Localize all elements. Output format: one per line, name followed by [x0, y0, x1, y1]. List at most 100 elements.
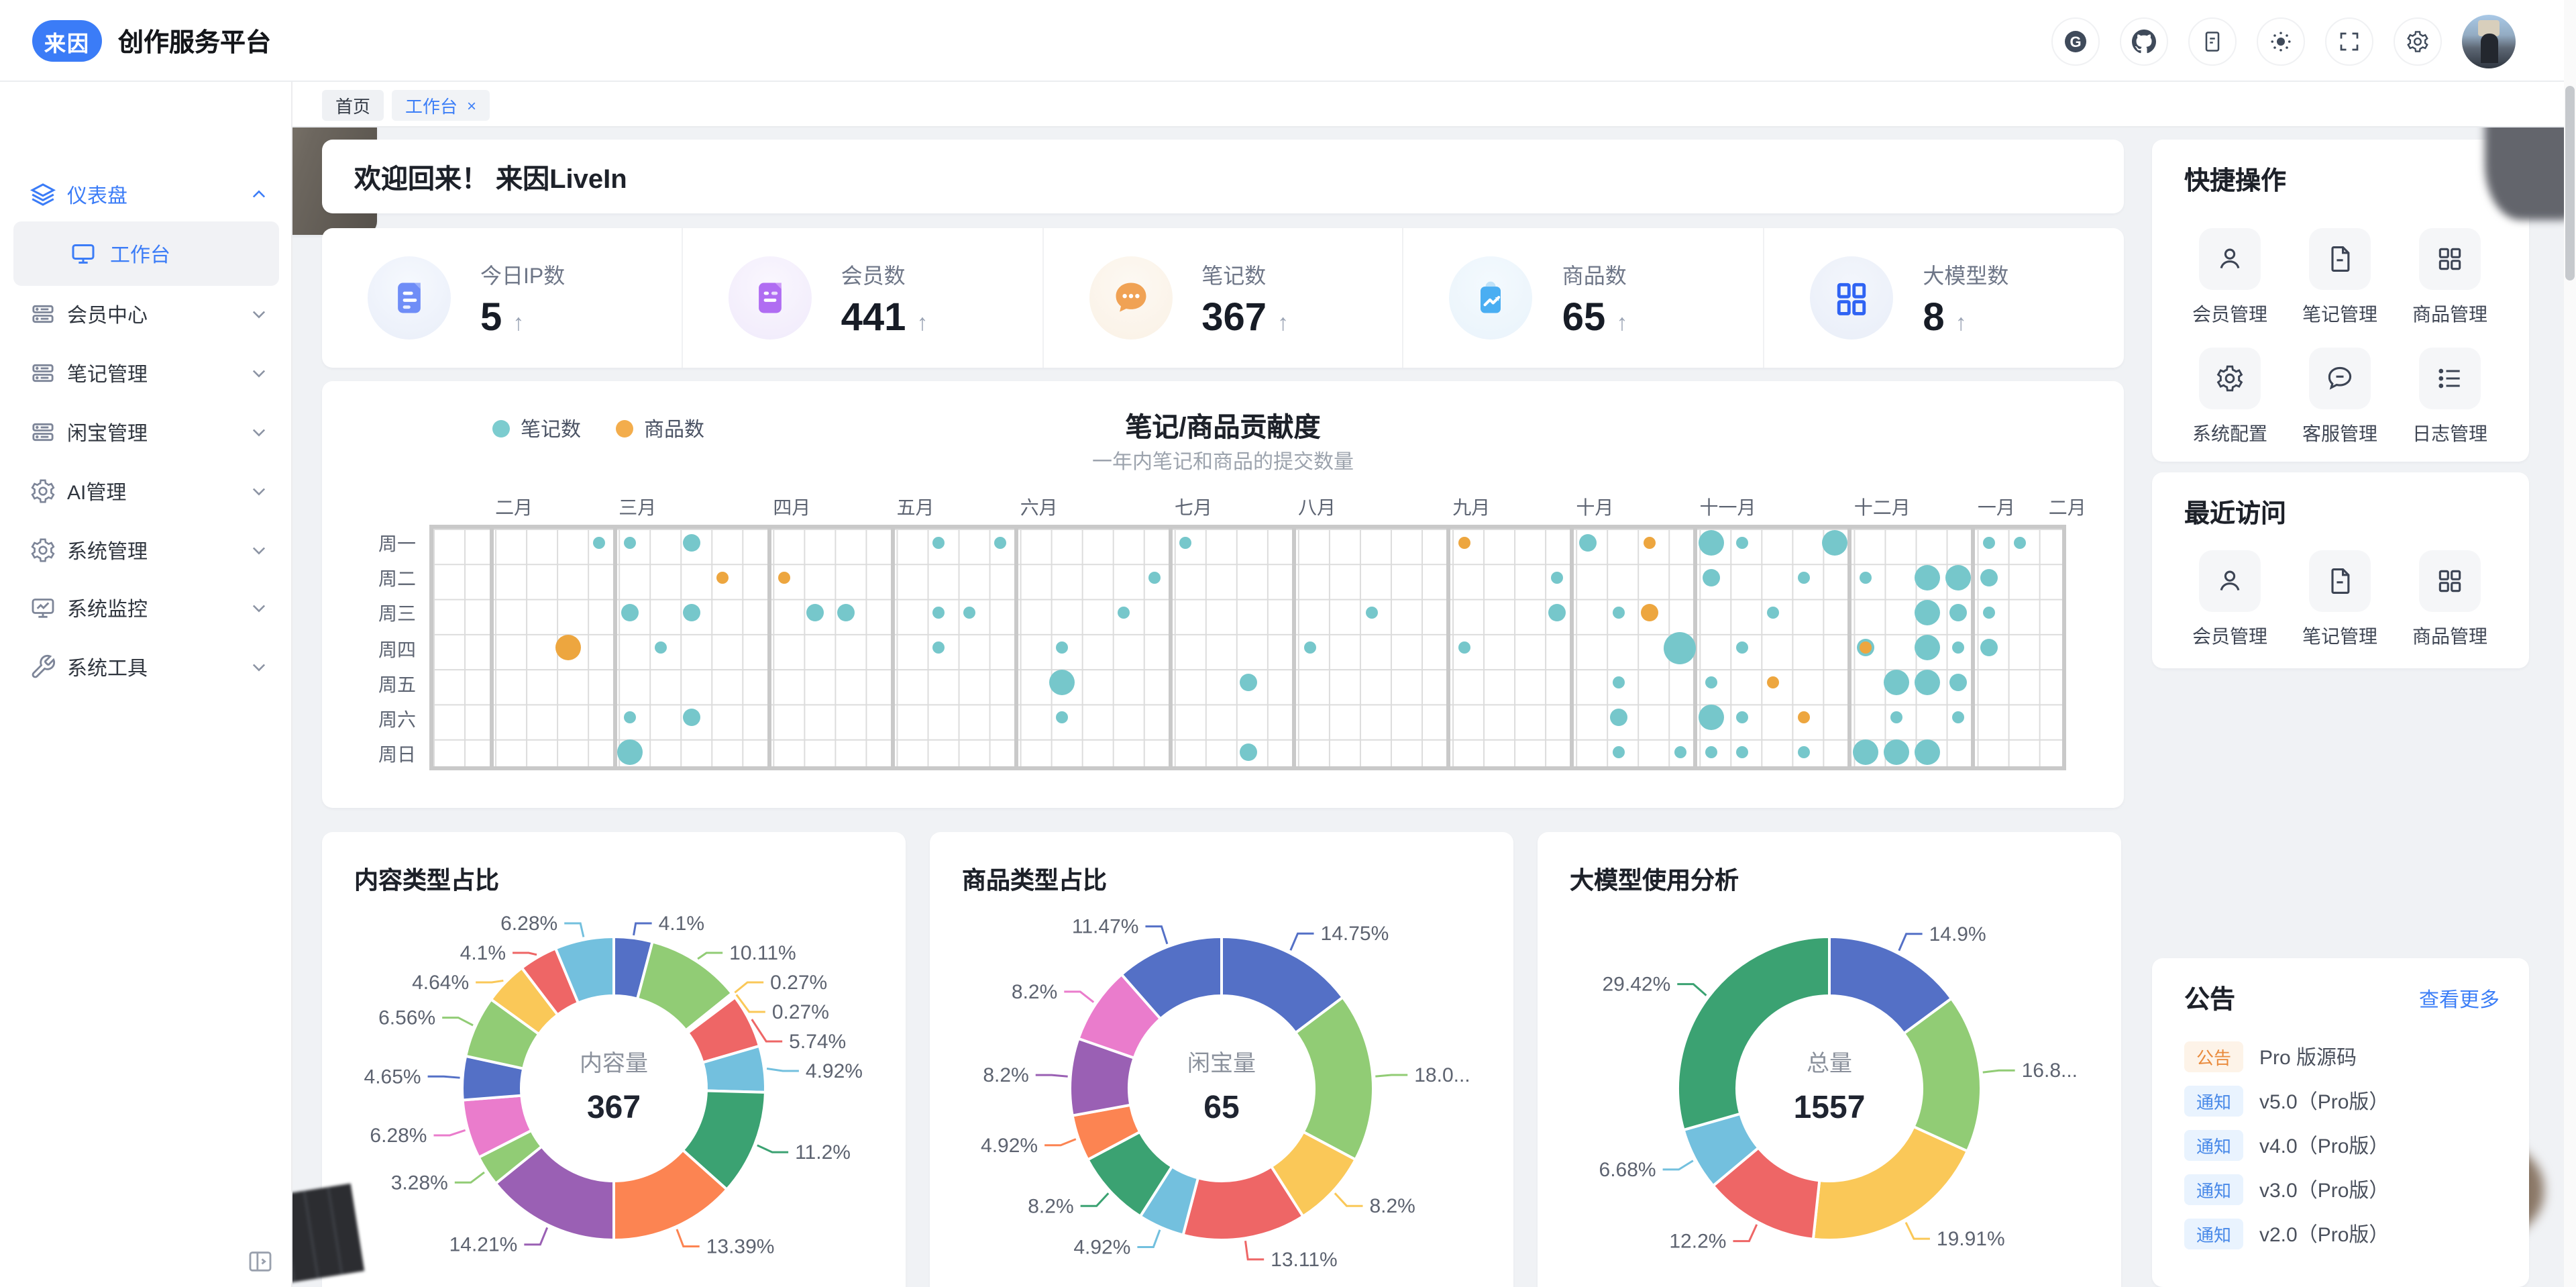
quick-op-config[interactable]: 系统配置: [2176, 348, 2284, 447]
heatmap-dot: [1735, 641, 1748, 654]
scrollbar-thumb[interactable]: [2565, 86, 2575, 280]
settings-gear-icon[interactable]: [2394, 17, 2442, 65]
sidebar-item-system-monitor[interactable]: 系统监控: [0, 581, 292, 635]
heatmap-dot: [655, 641, 667, 654]
sidebar-item-workbench[interactable]: 工作台: [13, 221, 279, 286]
chevron-down-icon: [250, 658, 268, 676]
legend-notes[interactable]: 笔记数: [492, 415, 581, 443]
notice-item[interactable]: 通知 v2.0（Pro版）: [2184, 1216, 2497, 1251]
heatmap-dot: [1705, 746, 1717, 759]
month-label: 七月: [1174, 497, 1212, 518]
weekday-label: 周一: [378, 533, 416, 555]
month-label: 十一月: [1699, 497, 1756, 518]
notice-card: 公告 查看更多 公告 Pro 版源码 通知 v5.0（Pro版） 通知 v4.0…: [2152, 958, 2529, 1287]
chevron-down-icon: [250, 364, 268, 382]
donut-chart-1: 4.1% 10.11% 0.27% 0.27% 5.74% 4.92% 11.2% 13.39…: [364, 913, 863, 1258]
legend-products[interactable]: 商品数: [616, 415, 704, 443]
grid-icon: [2419, 550, 2481, 612]
fullscreen-icon[interactable]: [2325, 17, 2373, 65]
sidebar-item-xianbao-mgmt[interactable]: 闲宝管理: [0, 405, 292, 459]
heatmap-dot: [624, 711, 637, 724]
sidebar-item-system-tools[interactable]: 系统工具: [0, 640, 292, 694]
quick-op-member[interactable]: 会员管理: [2176, 228, 2284, 327]
sidebar-item-dashboard[interactable]: 仪表盘: [0, 168, 292, 221]
month-label: 六月: [1020, 497, 1058, 518]
sidebar-item-ai-mgmt[interactable]: AI管理: [0, 464, 292, 518]
label-leader: [564, 922, 585, 937]
recent-note[interactable]: 笔记管理: [2286, 550, 2394, 650]
heatmap-dot: [1458, 536, 1470, 549]
chevron-down-icon: [250, 599, 268, 617]
month-label: 十二月: [1854, 497, 1911, 518]
heatmap-dot: [1640, 603, 1658, 621]
donut-slice: [1293, 995, 1375, 1162]
quick-ops-title: 快捷操作: [2184, 168, 2287, 196]
pie-percvalue-label: 10.11%: [729, 942, 796, 964]
pie-percvalue-label: 29.42%: [1603, 974, 1671, 996]
label-leader: [766, 1067, 799, 1072]
heatmap-dot: [1890, 711, 1902, 724]
recent-member[interactable]: 会员管理: [2176, 550, 2284, 650]
page-scrollbar[interactable]: [2564, 0, 2576, 1287]
heatmap-dot: [1914, 635, 1940, 660]
monitor-icon: [70, 240, 97, 267]
quick-op-product[interactable]: 商品管理: [2396, 228, 2504, 327]
recent-product[interactable]: 商品管理: [2396, 550, 2504, 650]
app-header: 来因 创作服务平台 G: [0, 0, 2576, 82]
month-label: 二月: [495, 497, 533, 518]
label-leader: [1733, 1224, 1758, 1243]
label-leader: [427, 1075, 460, 1079]
pie-center-label: 内容量: [580, 1051, 648, 1076]
tab-home[interactable]: 首页: [322, 90, 384, 121]
gear-icon: [30, 537, 56, 564]
contribution-heatmap: 二月 三月 四月 五月 六月 七月 八月 九月 十月 十一月 十二月 一月 二月 周一 周二 周三 周四 周五 周六…: [322, 381, 2124, 808]
notice-item[interactable]: 公告 Pro 版源码: [2184, 1039, 2497, 1074]
pie-center-value: 1557: [1794, 1090, 1866, 1125]
view-more-link[interactable]: 查看更多: [2418, 989, 2500, 1012]
close-icon[interactable]: ×: [467, 96, 477, 115]
user-icon: [2199, 228, 2261, 290]
sidebar-collapse-icon[interactable]: [246, 1247, 275, 1276]
header-actions: G: [2051, 0, 2516, 82]
heatmap-dot: [2013, 536, 2026, 549]
legend-dot-products: [616, 420, 634, 437]
tab-workbench[interactable]: 工作台 ×: [392, 90, 490, 121]
month-boundary: [1168, 525, 1173, 770]
notice-item[interactable]: 通知 v4.0（Pro版）: [2184, 1127, 2497, 1162]
heatmap-dot: [1982, 606, 1995, 619]
sidebar-item-note-mgmt[interactable]: 笔记管理: [0, 346, 292, 400]
welcome-card: 欢迎回来！ 来因LiveIn: [322, 140, 2124, 213]
heatmap-dot: [1056, 711, 1069, 724]
github-icon[interactable]: [2120, 17, 2168, 65]
gitee-icon[interactable]: G: [2051, 17, 2100, 65]
label-leader: [1898, 933, 1923, 951]
heatmap-dot: [994, 536, 1007, 549]
quick-op-note[interactable]: 笔记管理: [2286, 228, 2394, 327]
user-avatar[interactable]: [2462, 14, 2516, 68]
sidebar-item-member-center[interactable]: 会员中心: [0, 287, 292, 341]
app-logo[interactable]: 来因: [32, 20, 102, 62]
label-leader: [1244, 1241, 1265, 1261]
heatmap-dot: [1883, 739, 1909, 766]
notice-item[interactable]: 通知 v5.0（Pro版）: [2184, 1083, 2497, 1118]
pie-percvalue-label: 6.68%: [1599, 1159, 1656, 1181]
weekday-label: 周六: [378, 708, 416, 730]
label-leader: [1334, 1192, 1363, 1207]
heatmap-dot: [1951, 641, 1964, 654]
label-leader: [735, 994, 765, 1013]
quick-op-logs[interactable]: 日志管理: [2396, 348, 2504, 447]
notice-tag: 通知: [2184, 1129, 2243, 1160]
document-icon[interactable]: [2188, 17, 2237, 65]
heatmap-dot: [1612, 746, 1625, 759]
heatmap-dot: [1612, 676, 1625, 689]
notice-item[interactable]: 通知 v3.0（Pro版）: [2184, 1172, 2497, 1206]
sidebar-item-system-mgmt[interactable]: 系统管理: [0, 523, 292, 577]
quick-op-support[interactable]: 客服管理: [2286, 348, 2394, 447]
theme-sun-icon[interactable]: [2257, 17, 2305, 65]
label-leader: [697, 951, 723, 960]
layers-icon: [30, 181, 56, 208]
month-boundary: [612, 525, 617, 770]
stat-ip: 今日IP数 5 ↑: [322, 228, 682, 368]
heatmap-dot: [1980, 568, 1998, 586]
pie-percvalue-label: 13.39%: [706, 1236, 775, 1258]
